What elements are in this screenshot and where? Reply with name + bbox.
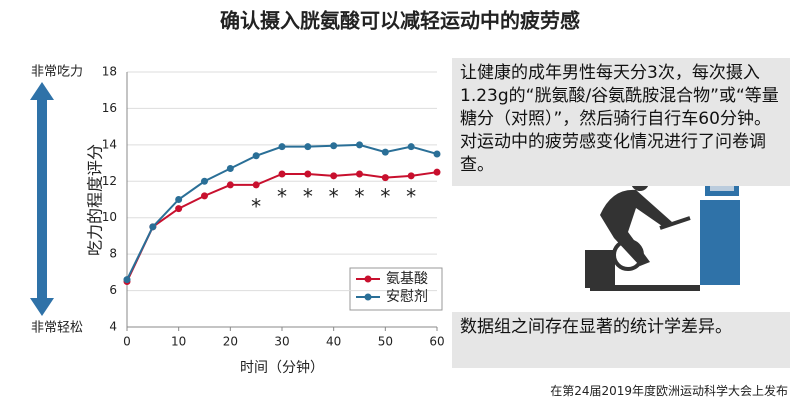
x-tick-label: 0	[123, 335, 131, 349]
point	[201, 177, 208, 185]
x-tick-label: 30	[274, 335, 289, 349]
x-tick-label: 60	[429, 335, 444, 349]
point	[278, 170, 286, 178]
point	[330, 142, 338, 150]
point	[278, 143, 286, 151]
significance-mark: *	[303, 185, 313, 209]
top-label: 非常吃力	[31, 64, 83, 80]
point	[433, 150, 441, 158]
significance-mark: *	[406, 185, 416, 209]
point	[252, 152, 260, 160]
point	[304, 143, 312, 151]
chart-title: 确认摄入胱氨酸可以减轻运动中的疲劳感	[220, 9, 580, 33]
y-tick-label: 14	[102, 137, 117, 151]
point	[201, 192, 208, 200]
significance-mark: *	[329, 185, 339, 209]
handlebar	[659, 216, 691, 230]
point	[407, 143, 415, 151]
x-tick-label: 50	[378, 335, 393, 349]
y-axis-label: 吃力的程度评分	[86, 144, 105, 256]
point	[381, 148, 389, 156]
point	[407, 172, 415, 180]
point	[175, 205, 183, 213]
significance-mark: *	[277, 185, 287, 209]
legend-box	[349, 267, 443, 311]
significance-mark: *	[251, 195, 261, 219]
rider	[600, 189, 672, 266]
y-tick-label: 16	[102, 101, 117, 115]
y-tick-label: 6	[109, 283, 117, 297]
y-tick-label: 12	[102, 174, 117, 188]
point	[381, 174, 389, 182]
cyclist-illustration	[585, 170, 740, 291]
point	[175, 196, 183, 203]
stand	[585, 250, 615, 288]
point	[304, 170, 312, 178]
point	[330, 172, 338, 180]
cart	[700, 200, 740, 285]
legend-label: 氨基酸	[386, 270, 428, 287]
significance-mark: *	[355, 185, 365, 209]
description-box: 让健康的成年男性每天分3次，每次摄入1.23g的“胱氨酸/谷氨酰胺混合物”或“等…	[452, 58, 790, 186]
significance-mark: *	[380, 185, 390, 209]
point	[433, 168, 441, 176]
point	[226, 181, 234, 189]
point	[356, 141, 363, 149]
y-tick-label: 4	[109, 320, 117, 334]
y-tick-label: 8	[109, 247, 117, 261]
x-tick-label: 20	[223, 335, 238, 349]
base	[590, 285, 700, 291]
point	[123, 276, 131, 284]
x-tick-label: 10	[171, 335, 186, 349]
x-tick-label: 40	[326, 335, 341, 349]
legend-marker	[364, 293, 372, 301]
effort-arrow	[30, 82, 54, 316]
conclusion-box: 数据组之间存在显著的统计学差异。	[452, 312, 790, 368]
legend-marker	[364, 275, 372, 283]
point	[149, 223, 157, 231]
point	[226, 165, 234, 173]
legend-label: 安慰剂	[386, 288, 428, 305]
source: 在第24届2019年度欧洲运动科学大会上发布	[550, 384, 788, 398]
y-tick-label: 18	[102, 65, 117, 79]
point	[252, 181, 260, 189]
bottom-label: 非常轻松	[31, 321, 83, 336]
y-tick-label: 10	[102, 210, 117, 224]
point	[356, 170, 363, 178]
x-axis-label: 时间（分钟）	[240, 359, 324, 376]
